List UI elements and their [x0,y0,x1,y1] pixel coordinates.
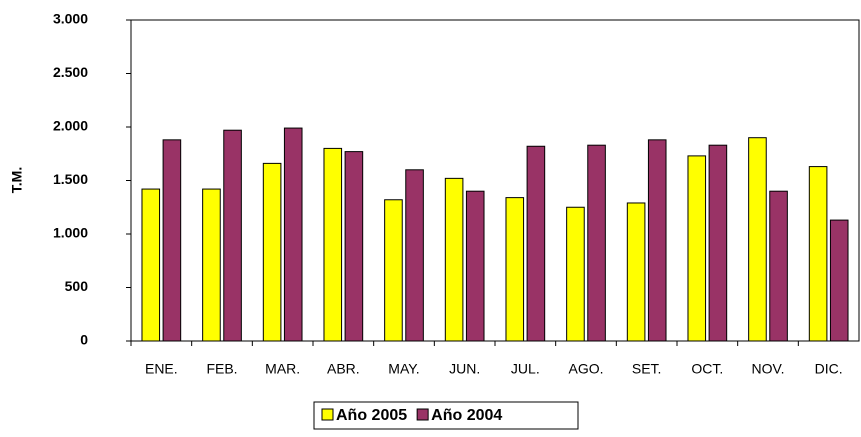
legend-label: Año 2004 [431,407,502,424]
bar [202,188,221,342]
x-tick-label: FEB. [206,361,237,377]
y-tick-label: 1.500 [53,171,88,187]
y-tick-label: 1.000 [53,225,88,241]
x-tick-label: ABR. [327,361,360,377]
legend-swatch [416,408,429,421]
x-tick-label: NOV. [752,361,785,377]
y-axis-label: T.M. [9,167,25,193]
legend-box [313,401,579,430]
bar [465,190,485,342]
bar [444,177,464,342]
bar [829,219,849,342]
bar [626,202,646,342]
bar [384,199,403,342]
legend-label: Año 2005 [336,407,407,424]
x-tick-label: OCT. [691,361,723,377]
bar [223,129,242,342]
bar [344,151,364,342]
bar [262,162,282,342]
x-tick-label: DIC. [815,361,843,377]
bar [526,145,546,342]
x-tick-label: MAR. [265,361,300,377]
bar [769,190,788,342]
legend-swatch [321,408,334,421]
bar [566,206,585,342]
bar [323,147,343,342]
x-tick-label: SET. [632,361,662,377]
x-tick-label: JUL. [511,361,540,377]
x-tick-label: JUN. [449,361,480,377]
y-tick-label: 2.000 [53,118,88,134]
bar [587,144,606,342]
bar [687,155,707,342]
y-tick-label: 2.500 [53,64,88,80]
bar [647,139,667,342]
x-tick-label: MAY. [388,361,419,377]
bar [708,144,728,342]
bar [748,137,767,342]
bar [283,127,303,342]
bar [405,169,424,342]
y-tick-label: 0 [80,332,88,348]
y-tick-label: 500 [65,278,89,294]
bar [162,139,182,342]
x-tick-label: AGO. [568,361,603,377]
bar [141,188,161,342]
bar [505,197,525,342]
y-tick-label: 3.000 [53,11,88,27]
x-tick-label: ENE. [145,361,178,377]
bar [808,166,828,342]
